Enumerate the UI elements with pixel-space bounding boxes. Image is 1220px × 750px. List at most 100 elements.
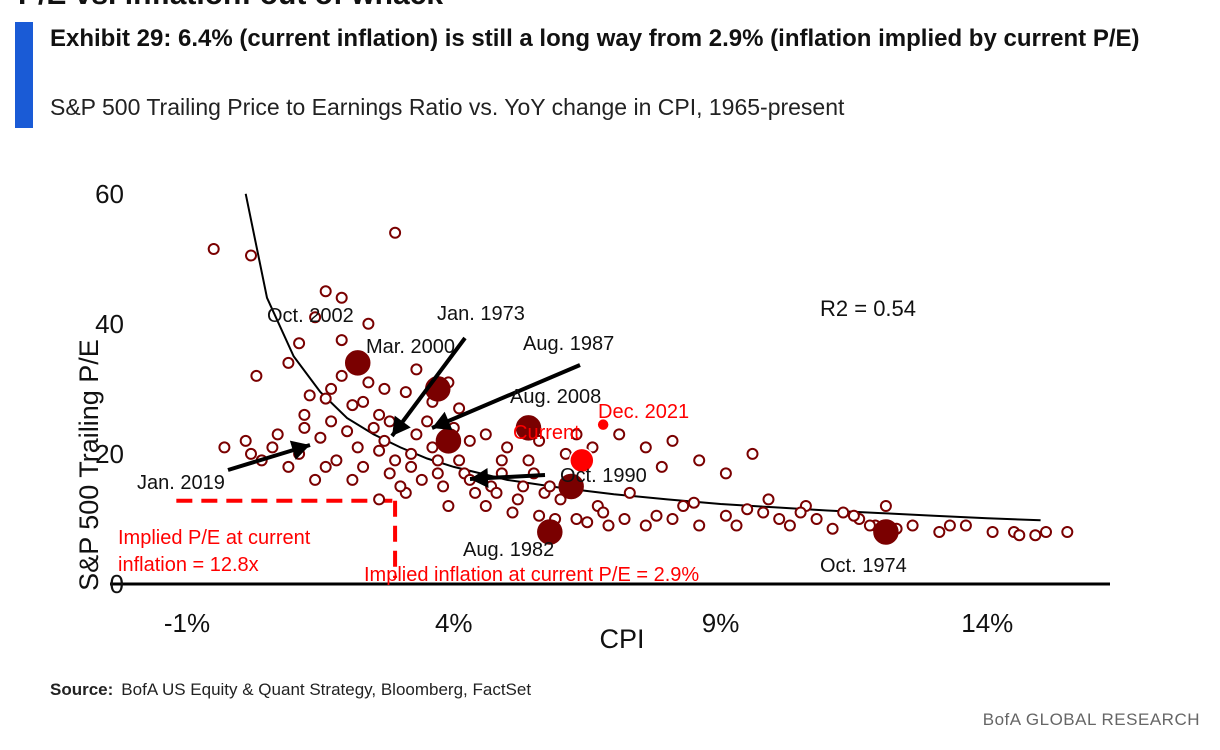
- data-point: [346, 473, 359, 486]
- data-point: [570, 513, 583, 525]
- x-tick-label: 14%: [961, 608, 1013, 638]
- data-point: [410, 363, 423, 376]
- data-point: [245, 447, 257, 460]
- data-point: [399, 386, 412, 399]
- data-point: [863, 519, 876, 532]
- point-label: Dec. 2021: [598, 401, 689, 423]
- exhibit-title: Exhibit 29: 6.4% (current inflation) is …: [50, 25, 1140, 52]
- implied-inflation-label: Implied inflation at current P/E = 2.9%: [364, 564, 699, 586]
- source-text: BofA US Equity & Quant Strategy, Bloombe…: [121, 680, 532, 699]
- data-point: [522, 454, 535, 467]
- data-point: [650, 509, 663, 522]
- data-point: [341, 425, 354, 438]
- data-point: [394, 480, 407, 493]
- data-point: [309, 473, 322, 486]
- data-point: [479, 500, 492, 512]
- y-tick-label: 60: [95, 179, 124, 209]
- data-point: [479, 428, 492, 441]
- data-point: [719, 467, 732, 480]
- point-label: Oct. 1990: [560, 465, 647, 487]
- annotation-arrowhead: [470, 468, 489, 489]
- data-point: [1040, 526, 1052, 538]
- implied-pe-label: Implied P/E at current: [118, 527, 311, 549]
- data-point: [1029, 529, 1042, 542]
- x-tick-label: 4%: [435, 608, 473, 638]
- data-point: [271, 428, 284, 441]
- page-top-title: P/E vs. inflation: out of whack: [18, 0, 443, 12]
- r2-label: R2 = 0.54: [820, 296, 916, 321]
- data-point: [373, 408, 386, 421]
- data-point: [581, 516, 594, 529]
- point-label: Mar. 2000: [366, 336, 455, 358]
- point-label: Jan. 1973: [437, 303, 525, 325]
- y-tick-label: 20: [95, 439, 124, 469]
- highlight-point: [558, 473, 584, 500]
- highlight-point: [537, 519, 563, 545]
- highlight-point: [344, 350, 371, 376]
- data-point: [453, 402, 466, 415]
- data-point: [325, 415, 338, 428]
- chart-subtitle: S&P 500 Trailing Price to Earnings Ratio…: [50, 94, 845, 120]
- data-point: [357, 460, 370, 473]
- data-point: [319, 460, 332, 473]
- data-point: [293, 337, 306, 350]
- data-point: [309, 311, 322, 324]
- data-point: [437, 480, 450, 493]
- data-point: [693, 454, 706, 467]
- data-point: [250, 369, 263, 382]
- data-point: [693, 519, 706, 532]
- data-point: [298, 421, 311, 434]
- annotation-arrowhead: [432, 411, 453, 431]
- x-axis-title: CPI: [599, 624, 644, 654]
- data-point: [533, 434, 546, 447]
- data-point: [879, 500, 892, 512]
- x-tick-label: -1%: [164, 608, 210, 638]
- data-point: [383, 415, 396, 428]
- data-point: [442, 500, 455, 512]
- data-point: [933, 526, 946, 538]
- data-point: [986, 526, 999, 538]
- point-label: Oct. 1974: [820, 555, 907, 577]
- data-point: [303, 389, 316, 402]
- data-point: [666, 513, 679, 525]
- data-point: [383, 467, 396, 480]
- y-axis-title: S&P 500 Trailing P/E: [74, 339, 104, 591]
- highlight-point: [873, 519, 899, 545]
- data-point: [362, 317, 375, 330]
- highlight-point: [515, 415, 542, 441]
- data-point: [330, 454, 343, 467]
- point-label: Aug. 2008: [510, 386, 601, 408]
- data-point: [959, 519, 972, 532]
- data-point: [298, 408, 311, 421]
- data-point: [362, 376, 375, 389]
- x-tick-label: 9%: [702, 608, 740, 638]
- data-point: [826, 522, 839, 535]
- brand-label: BofA GLOBAL RESEARCH: [982, 710, 1200, 729]
- data-point: [533, 509, 546, 522]
- data-point: [618, 513, 631, 525]
- data-point: [335, 334, 348, 347]
- data-point: [511, 493, 524, 506]
- data-point: [389, 226, 402, 239]
- point-label: Current: [513, 422, 580, 444]
- data-point: [639, 519, 652, 532]
- data-point: [687, 496, 700, 509]
- data-point: [730, 519, 743, 532]
- data-point: [639, 441, 652, 454]
- point-label: Jan. 2019: [137, 472, 225, 494]
- data-point: [623, 486, 636, 499]
- data-point: [613, 428, 626, 441]
- data-point: [431, 454, 444, 467]
- scatter-chart: -1% 4% 9% 14% 0 20 40 60 CPI S&P 500 Trailing P/E…: [74, 179, 1110, 654]
- data-point: [314, 431, 327, 444]
- data-point: [495, 454, 508, 467]
- data-point: [602, 519, 615, 532]
- data-point: [373, 444, 386, 457]
- data-point: [757, 506, 770, 519]
- data-point: [319, 392, 332, 405]
- data-point: [554, 493, 567, 506]
- point-label: Aug. 1987: [523, 333, 614, 355]
- y-tick-label: 0: [110, 569, 124, 599]
- data-point: [586, 441, 599, 454]
- data-point: [335, 369, 348, 382]
